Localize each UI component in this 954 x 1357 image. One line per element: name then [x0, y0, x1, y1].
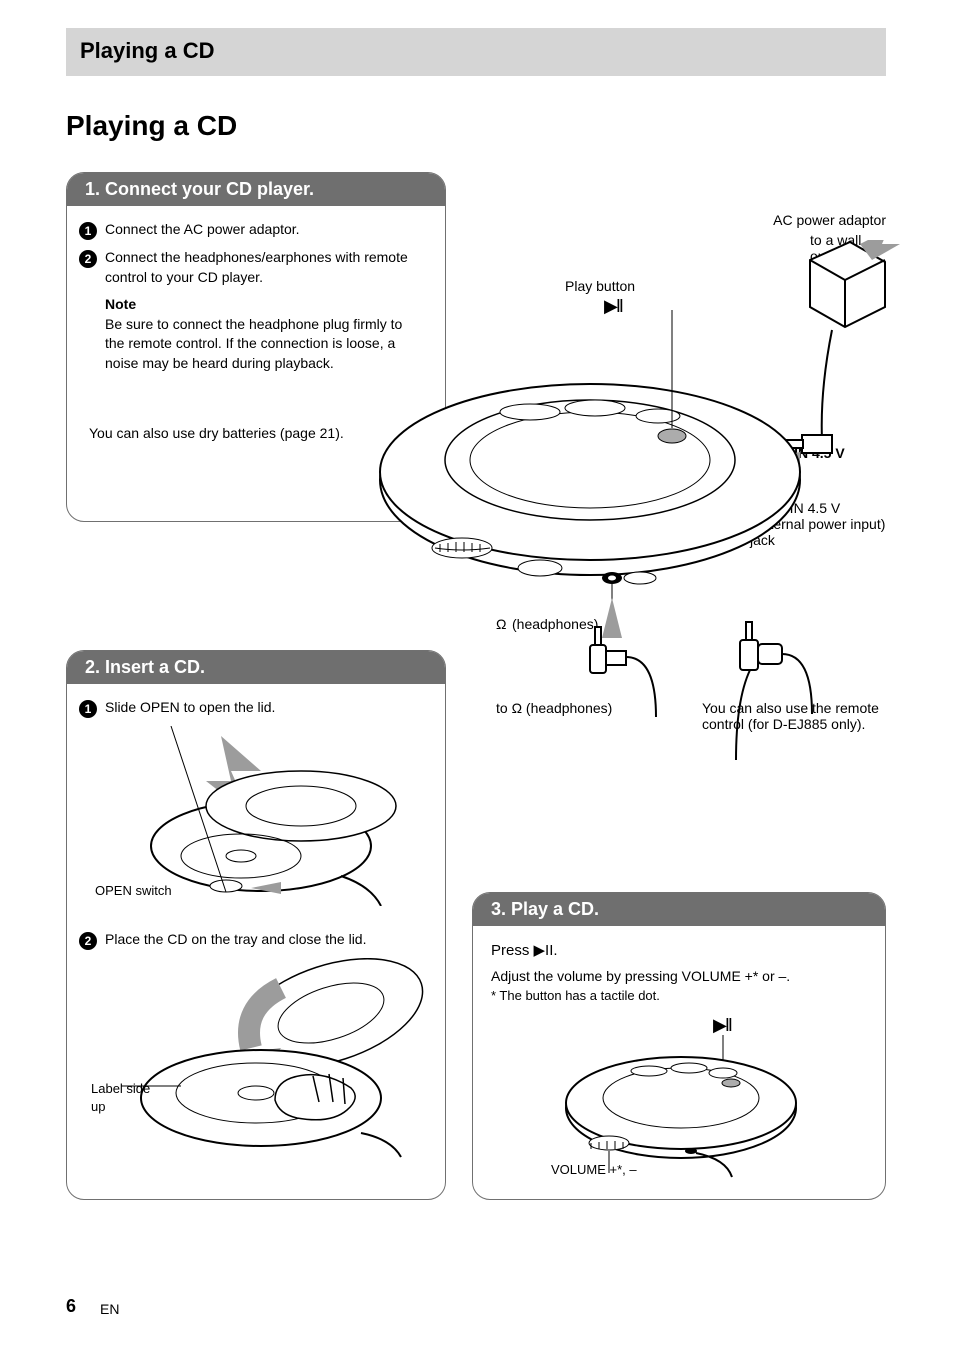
step-number-1-icon: 1 — [79, 222, 97, 240]
ac-adaptor-label: AC power adaptor — [716, 212, 886, 228]
tactile-dot-note: * The button has a tactile dot. — [491, 987, 867, 1005]
insert-step-2-text: Place the CD on the tray and close the l… — [105, 930, 431, 950]
card-insert: 2. Insert a CD. 1 Slide OPEN to open the… — [66, 650, 446, 1200]
insert-step-2: 2 Place the CD on the tray and close the… — [71, 930, 439, 950]
card-play-body: Press ▶II. Adjust the volume by pressing… — [473, 926, 885, 1192]
press-label: Press ▶II. — [491, 940, 558, 961]
page-number: 6 — [66, 1296, 76, 1317]
card-play-title: 3. Play a CD. — [473, 893, 885, 926]
step-number-2-icon: 2 — [79, 250, 97, 268]
card-play: 3. Play a CD. Press ▶II. Adjust the volu… — [472, 892, 886, 1200]
step-number-1-icon: 1 — [79, 700, 97, 718]
open-lid-illustration — [81, 726, 441, 906]
open-switch-label: OPEN switch — [95, 882, 446, 900]
card-insert-title: 2. Insert a CD. — [67, 651, 445, 684]
page-subtitle: Playing a CD — [66, 110, 237, 142]
section-code: EN — [100, 1301, 119, 1317]
insert-step-1-text: Slide OPEN to open the lid. — [105, 698, 431, 718]
card-insert-body: 1 Slide OPEN to open the lid. OPEN switc… — [67, 684, 445, 1200]
connect-step-1: 1 Connect the AC power adaptor. — [71, 220, 439, 240]
volume-instruction: Adjust the volume by pressing VOLUME +* … — [491, 967, 867, 987]
step-number-2-icon: 2 — [79, 932, 97, 950]
play-cd-illustration — [491, 1013, 871, 1178]
volume-dial-label: VOLUME +*, – — [551, 1161, 637, 1179]
label-side-up: Label side up — [91, 1080, 151, 1116]
connect-step-1-text: Connect the AC power adaptor. — [105, 220, 431, 240]
card-connect-title: 1. Connect your CD player. — [67, 173, 445, 206]
insert-step-1: 1 Slide OPEN to open the lid. — [71, 698, 439, 718]
play-pause-icon-small: ▶II — [713, 1013, 731, 1038]
close-lid-illustration — [81, 958, 441, 1158]
section-title: Playing a CD — [80, 38, 214, 64]
connect-note-title: Note — [105, 296, 136, 312]
